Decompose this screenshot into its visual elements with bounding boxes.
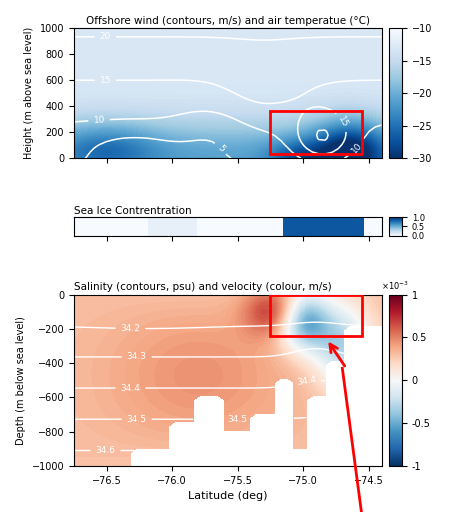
Text: 10: 10 <box>93 115 105 125</box>
Text: Salinity (contours, psu) and velocity (colour, m/s): Salinity (contours, psu) and velocity (c… <box>74 283 331 292</box>
Text: 34.4: 34.4 <box>295 375 316 387</box>
Text: 34.6: 34.6 <box>95 446 115 455</box>
Text: 34.4: 34.4 <box>120 383 140 393</box>
Text: 10: 10 <box>348 141 363 155</box>
Bar <box>270 112 361 155</box>
Title: Offshore wind (contours, m/s) and air temperatue (°C): Offshore wind (contours, m/s) and air te… <box>86 16 369 26</box>
Text: 34.3: 34.3 <box>127 352 147 361</box>
Text: 34.5: 34.5 <box>227 415 247 424</box>
Text: 34.5: 34.5 <box>127 415 147 424</box>
X-axis label: Latitude (deg): Latitude (deg) <box>188 491 267 501</box>
Text: 20: 20 <box>99 32 111 41</box>
Bar <box>270 294 361 336</box>
Y-axis label: Depth (m below sea level): Depth (m below sea level) <box>16 316 26 445</box>
Title: $\times10^{-3}$: $\times10^{-3}$ <box>381 280 408 292</box>
Text: 15: 15 <box>99 76 111 84</box>
Y-axis label: Height (m above sea level): Height (m above sea level) <box>24 27 34 159</box>
Text: 15: 15 <box>336 114 349 129</box>
Text: 34.2: 34.2 <box>120 324 140 333</box>
Text: Sea Ice Contrentration: Sea Ice Contrentration <box>74 206 191 216</box>
Text: 5: 5 <box>215 143 226 154</box>
